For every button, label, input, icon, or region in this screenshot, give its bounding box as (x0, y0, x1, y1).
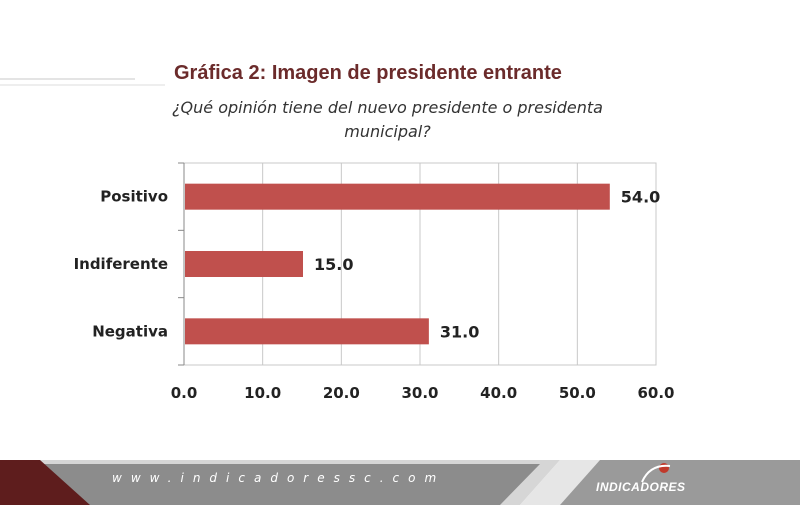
bar (185, 318, 429, 345)
header-divider (0, 78, 135, 80)
footer-band (0, 460, 800, 505)
website-url[interactable]: www.indicadoressc.com (112, 471, 446, 485)
brand-logo-icon (641, 463, 671, 483)
bar (185, 183, 610, 210)
labels: 0.0 10.0 20.0 30.0 40.0 50.0 60.0 Positivo 54.0 I… (74, 188, 675, 402)
x-tick-label: 0.0 (171, 384, 198, 402)
x-tick-label: 20.0 (323, 384, 360, 402)
bar-chart: 0.0 10.0 20.0 30.0 40.0 50.0 60.0 Positivo 54.0 I… (74, 162, 675, 402)
x-tick-label: 40.0 (480, 384, 517, 402)
data-label: 31.0 (440, 322, 479, 341)
bar (185, 251, 303, 277)
axes (178, 162, 657, 366)
brand-name: INDICADORES (596, 480, 686, 494)
x-tick-label: 50.0 (559, 384, 596, 402)
data-label: 54.0 (621, 188, 660, 207)
category-label: Negativa (92, 322, 168, 340)
category-label: Positivo (100, 188, 168, 206)
header-divider-2 (0, 84, 165, 86)
category-label: Indiferente (74, 255, 168, 273)
bars (185, 183, 610, 345)
chart-subtitle: ¿Qué opinión tiene del nuevo presidente … (172, 98, 603, 141)
x-tick-label: 10.0 (244, 384, 281, 402)
data-label: 15.0 (314, 255, 353, 274)
x-tick-label: 30.0 (401, 384, 438, 402)
chart-title: Gráfica 2: Imagen de presidente entrante (174, 62, 562, 84)
x-tick-label: 60.0 (637, 384, 674, 402)
